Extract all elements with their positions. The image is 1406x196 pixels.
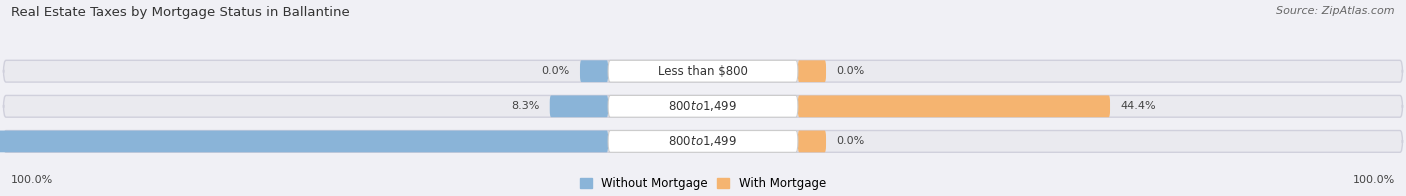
FancyBboxPatch shape [550, 95, 609, 117]
Text: 8.3%: 8.3% [510, 101, 540, 111]
Text: 44.4%: 44.4% [1121, 101, 1156, 111]
Text: 0.0%: 0.0% [837, 66, 865, 76]
FancyBboxPatch shape [3, 131, 1403, 152]
Text: Real Estate Taxes by Mortgage Status in Ballantine: Real Estate Taxes by Mortgage Status in … [11, 6, 350, 19]
FancyBboxPatch shape [3, 95, 1403, 117]
Text: 100.0%: 100.0% [11, 175, 53, 185]
Text: Less than $800: Less than $800 [658, 65, 748, 78]
FancyBboxPatch shape [799, 60, 827, 82]
FancyBboxPatch shape [799, 131, 827, 152]
Text: 0.0%: 0.0% [837, 136, 865, 146]
FancyBboxPatch shape [609, 95, 799, 117]
Text: $800 to $1,499: $800 to $1,499 [668, 99, 738, 113]
Text: 100.0%: 100.0% [1353, 175, 1395, 185]
FancyBboxPatch shape [581, 60, 609, 82]
Text: Source: ZipAtlas.com: Source: ZipAtlas.com [1277, 6, 1395, 16]
Text: 0.0%: 0.0% [541, 66, 569, 76]
Legend: Without Mortgage, With Mortgage: Without Mortgage, With Mortgage [581, 177, 825, 190]
Text: $800 to $1,499: $800 to $1,499 [668, 134, 738, 148]
FancyBboxPatch shape [799, 95, 1111, 117]
FancyBboxPatch shape [609, 60, 799, 82]
FancyBboxPatch shape [0, 131, 609, 152]
FancyBboxPatch shape [609, 131, 799, 152]
FancyBboxPatch shape [3, 60, 1403, 82]
